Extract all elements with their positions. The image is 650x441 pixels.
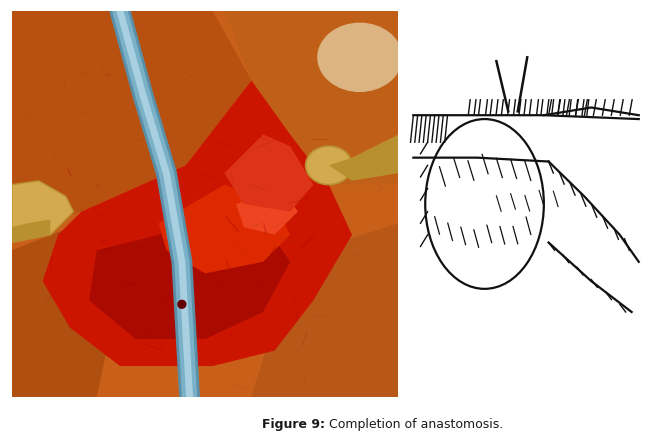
Ellipse shape bbox=[317, 22, 402, 92]
Text: Figure 9:: Figure 9: bbox=[262, 418, 325, 431]
Polygon shape bbox=[224, 11, 398, 185]
Ellipse shape bbox=[425, 119, 544, 289]
Polygon shape bbox=[12, 223, 120, 397]
Polygon shape bbox=[12, 181, 73, 243]
Circle shape bbox=[177, 300, 187, 309]
Polygon shape bbox=[89, 196, 290, 339]
Polygon shape bbox=[43, 80, 352, 366]
Polygon shape bbox=[236, 189, 298, 235]
Polygon shape bbox=[329, 135, 398, 181]
Ellipse shape bbox=[306, 146, 352, 185]
Polygon shape bbox=[159, 185, 290, 273]
Polygon shape bbox=[224, 135, 313, 212]
Polygon shape bbox=[252, 223, 398, 397]
Polygon shape bbox=[12, 11, 398, 397]
Polygon shape bbox=[12, 11, 252, 235]
Polygon shape bbox=[12, 220, 51, 243]
Text: Completion of anastomosis.: Completion of anastomosis. bbox=[325, 418, 503, 431]
